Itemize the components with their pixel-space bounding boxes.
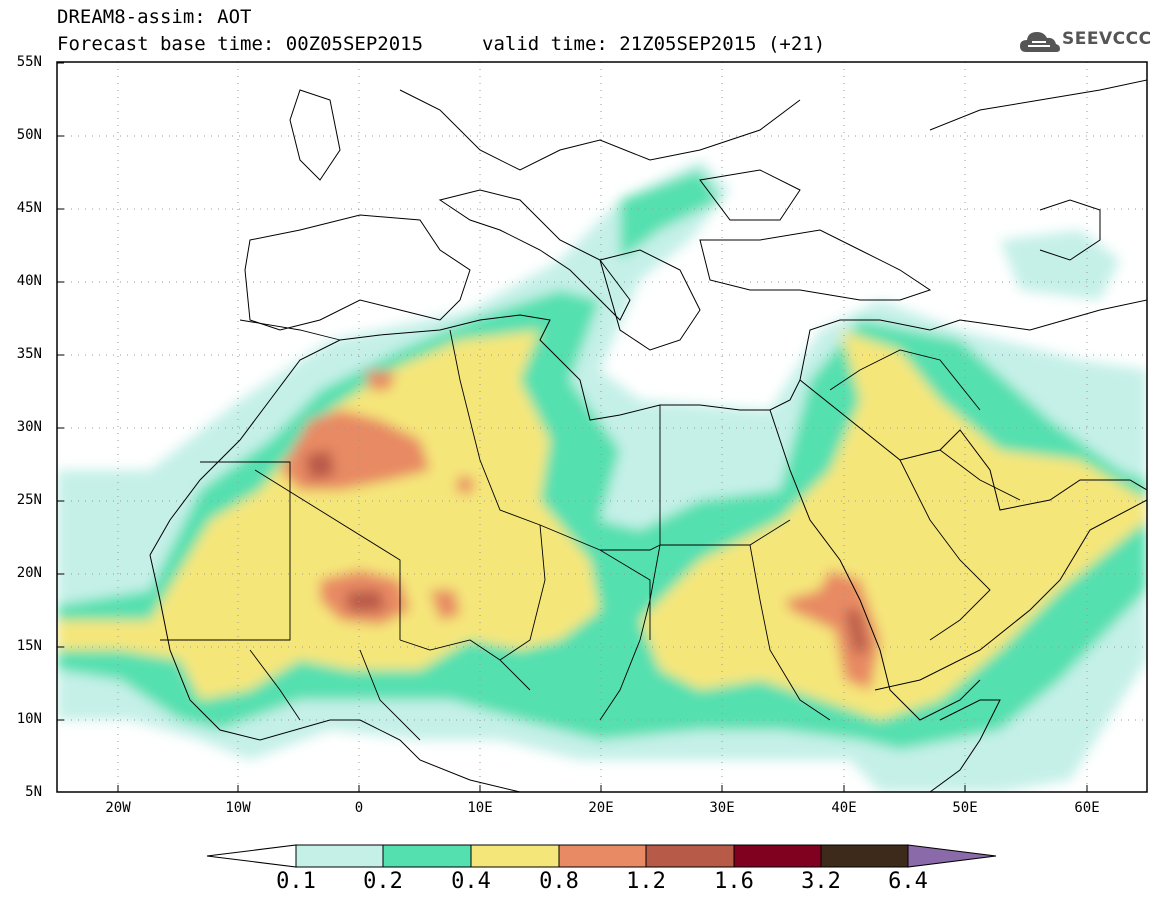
lon-label: 10E <box>467 800 493 816</box>
aot-area-1.2 <box>305 450 335 480</box>
colorbar-label: 0.2 <box>363 869 403 894</box>
graticule <box>57 62 1147 792</box>
lat-label: 45N <box>16 200 42 216</box>
lat-label: 15N <box>16 638 42 654</box>
valid-time: valid time: 21Z05SEP2015 (+21) <box>482 33 826 55</box>
seevccc-logo-text: SEEVCCC <box>1062 29 1152 49</box>
lon-label: 60E <box>1074 800 1100 816</box>
lon-label: 0 <box>354 800 364 816</box>
lon-label: 30E <box>709 800 735 816</box>
lat-label: 5N <box>25 784 42 800</box>
colorbar-label: 1.2 <box>626 869 666 894</box>
map-frame <box>56 61 1148 793</box>
coastlines <box>149 79 1147 792</box>
colorbar-label: 3.2 <box>801 869 841 894</box>
lat-label: 50N <box>16 127 42 143</box>
lon-label: 40E <box>831 800 857 816</box>
lon-label: 10W <box>225 800 251 816</box>
country-borders <box>160 319 1021 741</box>
lon-label: 20W <box>105 800 131 816</box>
lat-label: 35N <box>16 346 42 362</box>
lat-label: 25N <box>16 492 42 508</box>
lon-label: 20E <box>588 800 614 816</box>
lon-label: 50E <box>952 800 978 816</box>
lat-label: 30N <box>16 419 42 435</box>
colorbar-label: 6.4 <box>888 869 928 894</box>
colorbar-label: 0.1 <box>276 869 316 894</box>
forecast-base-time: Forecast base time: 00Z05SEP2015 <box>57 33 424 55</box>
cloud-logo-icon <box>1020 32 1060 52</box>
aot-area-0.4 <box>57 330 600 700</box>
lat-label: 10N <box>16 711 42 727</box>
colorbar-label: 1.6 <box>714 869 754 894</box>
colorbar-label: 0.4 <box>451 869 491 894</box>
lat-label: 40N <box>16 273 42 289</box>
tick-marks <box>57 62 1088 792</box>
lat-label: 55N <box>16 54 42 70</box>
colorbar-label: 0.8 <box>539 869 579 894</box>
map-title: DREAM8-assim: AOT <box>57 6 252 28</box>
lat-label: 20N <box>16 565 42 581</box>
